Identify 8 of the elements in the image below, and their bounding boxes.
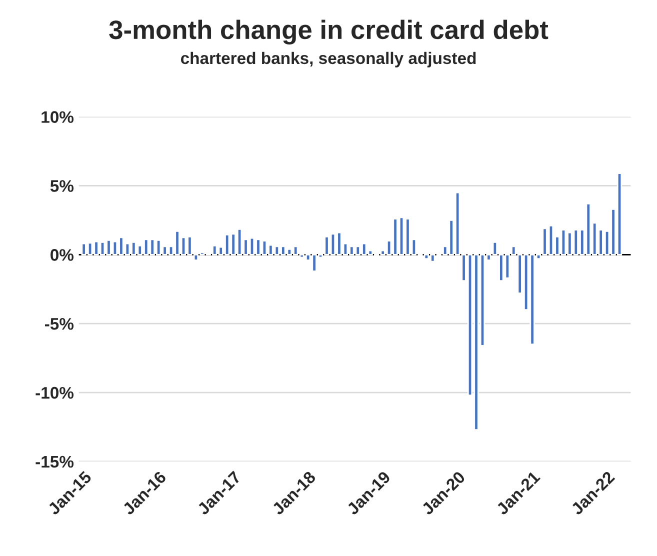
- y-tick-label: 0%: [50, 249, 74, 261]
- y-tick-label: -10%: [36, 386, 74, 399]
- y-tick-label: 10%: [42, 111, 74, 123]
- y-tick-label: -5%: [44, 318, 74, 330]
- y-tick-label: -15%: [36, 456, 74, 468]
- chart-title: 3-month change in credit card debt: [109, 20, 548, 45]
- y-tick-label: 5%: [50, 180, 74, 192]
- chart-subtitle: chartered banks, seasonally adjusted: [180, 52, 476, 68]
